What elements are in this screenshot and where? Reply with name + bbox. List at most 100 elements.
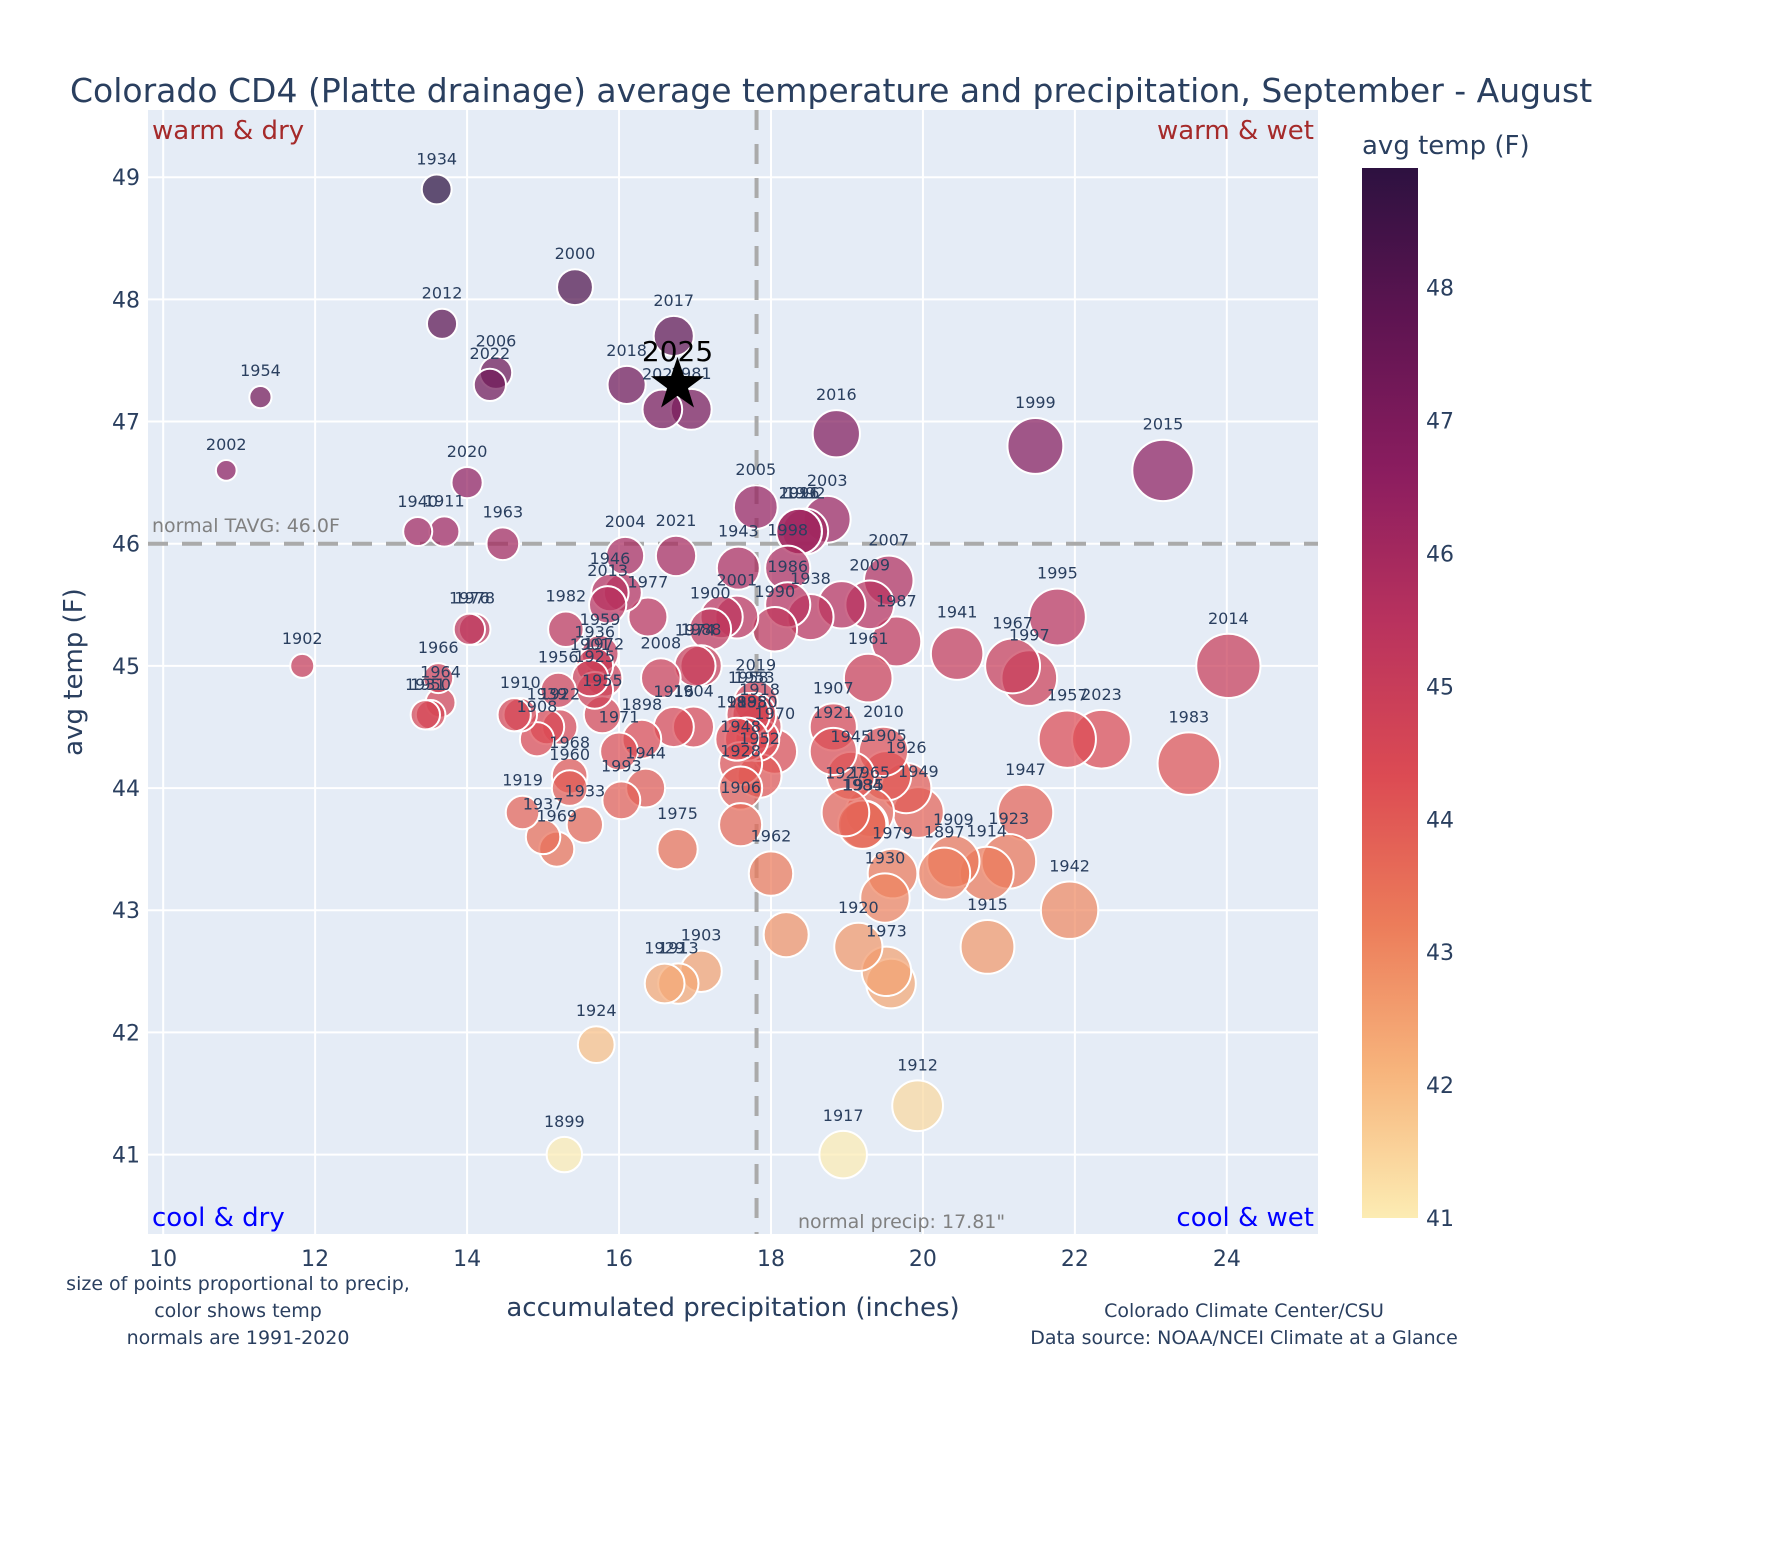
- data-point[interactable]: [214, 459, 238, 482]
- point-year-label: 1956: [538, 648, 579, 667]
- data-point[interactable]: [656, 827, 699, 871]
- data-point[interactable]: [565, 805, 605, 844]
- data-point[interactable]: [1039, 880, 1100, 940]
- data-point[interactable]: [556, 268, 594, 307]
- data-point[interactable]: [891, 1079, 945, 1133]
- point-year-label: 1907: [813, 678, 854, 697]
- data-point[interactable]: [496, 697, 532, 733]
- point-year-label: 1929: [644, 939, 685, 958]
- data-point[interactable]: [984, 637, 1042, 695]
- data-point[interactable]: [452, 612, 487, 646]
- data-point[interactable]: [640, 657, 682, 699]
- x-tick-label: 24: [1213, 1247, 1241, 1272]
- data-point[interactable]: [545, 1135, 584, 1174]
- colorbar-tick-label: 48: [1426, 277, 1454, 302]
- point-year-label: 1954: [240, 361, 281, 380]
- point-year-label: 1905: [866, 726, 907, 745]
- point-year-label: 1952: [739, 729, 780, 748]
- point-year-label: 1974: [675, 620, 716, 639]
- data-point[interactable]: [959, 918, 1016, 975]
- data-point[interactable]: [248, 384, 273, 410]
- data-point[interactable]: [402, 515, 434, 548]
- data-point[interactable]: [751, 605, 799, 653]
- point-year-label: 1955: [582, 671, 623, 690]
- data-point[interactable]: [425, 307, 459, 340]
- data-point[interactable]: [547, 610, 585, 648]
- point-year-label: 2004: [605, 512, 646, 531]
- point-year-label: 1922: [539, 684, 580, 703]
- data-point[interactable]: [1131, 438, 1195, 503]
- data-point[interactable]: [1006, 417, 1065, 475]
- data-point[interactable]: [811, 409, 861, 459]
- data-point[interactable]: [654, 534, 698, 578]
- data-point[interactable]: [747, 850, 795, 897]
- data-point[interactable]: [539, 671, 577, 709]
- data-point[interactable]: [550, 769, 589, 807]
- data-point[interactable]: [870, 615, 923, 668]
- data-point[interactable]: [643, 962, 686, 1005]
- point-year-label: 1909: [933, 810, 974, 829]
- point-year-label: 2002: [206, 435, 247, 454]
- data-point[interactable]: [715, 545, 761, 591]
- data-point[interactable]: [428, 515, 461, 548]
- point-year-label: 1982: [545, 586, 586, 605]
- highlight-year-label: 2025: [642, 335, 713, 368]
- star-icon[interactable]: [650, 356, 705, 408]
- data-point[interactable]: [820, 787, 871, 838]
- data-point[interactable]: [929, 626, 985, 681]
- data-point[interactable]: [485, 526, 521, 562]
- data-point[interactable]: [1195, 632, 1262, 700]
- point-year-label: 1959: [580, 610, 621, 629]
- point-year-label: 1942: [1049, 857, 1090, 876]
- data-point[interactable]: [420, 173, 453, 206]
- data-point[interactable]: [818, 1129, 868, 1180]
- data-point[interactable]: [762, 911, 810, 959]
- data-point[interactable]: [808, 726, 858, 776]
- data-point[interactable]: [1037, 709, 1097, 769]
- point-year-label: 1953: [734, 668, 775, 687]
- data-point[interactable]: [917, 846, 972, 901]
- data-point[interactable]: [409, 699, 441, 731]
- data-point[interactable]: [518, 721, 556, 758]
- data-point[interactable]: [842, 652, 894, 704]
- data-point[interactable]: [627, 596, 669, 638]
- data-point[interactable]: [601, 780, 642, 821]
- data-point[interactable]: [833, 921, 884, 972]
- quadrant-warm-dry: warm & dry: [152, 116, 304, 146]
- data-point[interactable]: [599, 731, 639, 772]
- point-year-label: 1931: [405, 675, 446, 694]
- data-point[interactable]: [504, 794, 541, 831]
- point-year-label: 1973: [866, 922, 907, 941]
- data-point[interactable]: [1027, 587, 1087, 647]
- point-year-label: 1925: [574, 647, 615, 666]
- data-point[interactable]: [652, 314, 695, 358]
- point-year-label: 1970: [754, 704, 795, 723]
- data-point[interactable]: [524, 818, 562, 856]
- point-year-label: 1938: [790, 569, 831, 588]
- point-year-label: 1949: [898, 762, 939, 781]
- data-point[interactable]: [587, 585, 628, 625]
- point-year-label: 1924: [576, 1001, 617, 1020]
- data-point[interactable]: [606, 364, 647, 405]
- data-point[interactable]: [450, 466, 484, 500]
- y-tick-label: 44: [112, 777, 140, 802]
- data-point[interactable]: [718, 802, 764, 848]
- colorbar-tick-label: 42: [1426, 1074, 1454, 1099]
- data-point[interactable]: [576, 1025, 616, 1065]
- data-point[interactable]: [289, 652, 316, 679]
- point-year-label: 1993: [601, 756, 642, 775]
- colorbar-tick-label: 46: [1426, 542, 1454, 567]
- data-point[interactable]: [714, 716, 760, 762]
- data-point[interactable]: [732, 484, 779, 530]
- data-point[interactable]: [1156, 731, 1222, 796]
- data-point[interactable]: [422, 662, 455, 695]
- data-point[interactable]: [472, 367, 507, 402]
- highlight-2025: 2025: [642, 335, 713, 408]
- point-year-label: 1928: [720, 742, 761, 761]
- data-point[interactable]: [859, 872, 911, 924]
- point-year-label: 1963: [482, 502, 523, 521]
- colorbar-tick-label: 43: [1426, 941, 1454, 966]
- y-tick-label: 48: [112, 288, 140, 313]
- point-year-label: 1945: [830, 727, 871, 746]
